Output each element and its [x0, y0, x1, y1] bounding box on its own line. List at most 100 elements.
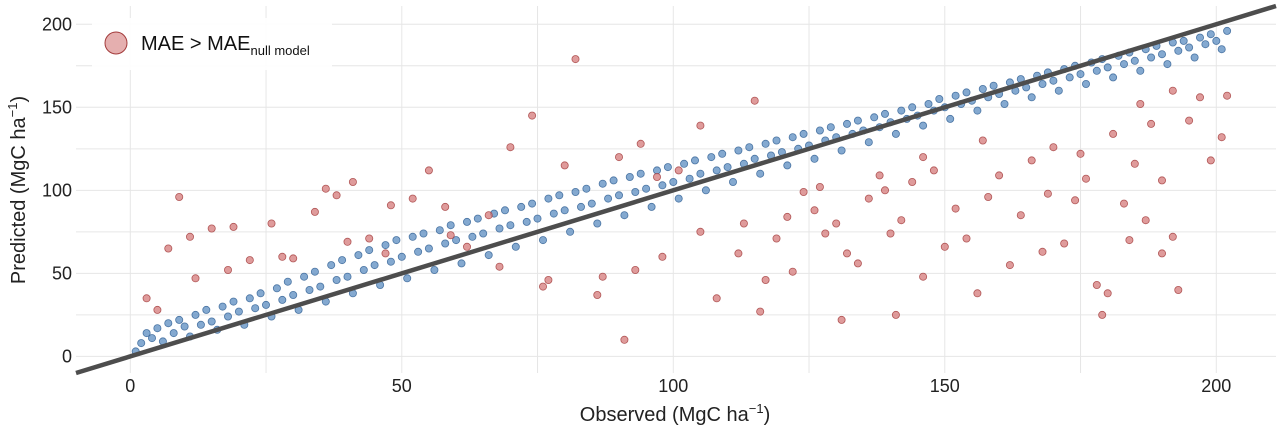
data-point-within — [397, 252, 406, 261]
data-point-within — [381, 241, 390, 250]
data-point-within — [1174, 46, 1183, 55]
data-point-exceeds — [951, 204, 960, 213]
data-point-within — [1049, 76, 1058, 85]
data-point-exceeds — [1223, 91, 1232, 100]
y-tick-label: 200 — [42, 14, 72, 34]
data-point-exceeds — [756, 307, 765, 316]
data-point-exceeds — [1206, 156, 1215, 165]
data-point-exceeds — [1060, 239, 1069, 248]
data-point-within — [327, 261, 336, 270]
data-point-within — [414, 247, 423, 256]
data-point-within — [799, 129, 808, 138]
data-point-within — [1130, 56, 1139, 65]
x-axis-title: Observed (MgC ha−1) — [580, 401, 770, 426]
data-point-within — [175, 315, 184, 324]
x-tick-label: 150 — [930, 376, 960, 396]
data-point-within — [229, 297, 238, 306]
data-point-within — [283, 277, 292, 286]
data-point-within — [1163, 60, 1172, 69]
data-point-within — [370, 261, 379, 270]
data-point-exceeds — [365, 234, 374, 243]
data-point-within — [180, 322, 189, 331]
data-point-exceeds — [278, 252, 287, 261]
data-point-exceeds — [712, 294, 721, 303]
data-point-within — [826, 123, 835, 132]
data-point-within — [1217, 45, 1226, 54]
data-point-within — [272, 284, 281, 293]
data-point-exceeds — [175, 192, 184, 201]
data-point-exceeds — [1185, 116, 1194, 125]
data-point-within — [1158, 50, 1167, 59]
data-point-within — [479, 229, 488, 238]
data-point-within — [891, 129, 900, 138]
data-point-within — [620, 211, 629, 220]
data-point-exceeds — [631, 265, 640, 274]
identity-line — [75, 3, 1277, 376]
data-point-exceeds — [995, 171, 1004, 180]
data-point-within — [511, 242, 520, 251]
data-point-exceeds — [984, 192, 993, 201]
data-point-within — [663, 163, 672, 172]
data-point-within — [517, 202, 526, 211]
data-point-within — [783, 161, 792, 170]
data-point-exceeds — [696, 227, 705, 236]
data-point-exceeds — [886, 229, 895, 238]
data-point-within — [712, 166, 721, 175]
data-point-within — [674, 194, 683, 203]
data-point-within — [658, 181, 667, 190]
data-point-within — [1212, 36, 1221, 45]
data-point-within — [604, 194, 613, 203]
data-point-within — [338, 256, 347, 265]
data-point-within — [544, 194, 553, 203]
data-point-exceeds — [1082, 174, 1091, 183]
data-point-within — [300, 272, 309, 281]
data-point-exceeds — [929, 166, 938, 175]
data-point-exceeds — [310, 207, 319, 216]
data-point-within — [870, 113, 879, 122]
data-point-exceeds — [343, 237, 352, 246]
y-tick-label: 100 — [42, 180, 72, 200]
data-point-within — [810, 154, 819, 163]
data-point-within — [951, 91, 960, 100]
data-point-within — [533, 214, 542, 223]
data-point-exceeds — [799, 187, 808, 196]
data-point-within — [924, 100, 933, 109]
data-point-exceeds — [739, 219, 748, 228]
data-point-within — [1201, 40, 1210, 49]
data-point-exceeds — [783, 212, 792, 221]
data-point-exceeds — [424, 166, 433, 175]
data-point-exceeds — [881, 186, 890, 195]
data-point-within — [707, 153, 716, 162]
data-point-within — [430, 265, 439, 274]
data-point-within — [441, 239, 450, 248]
data-point-within — [691, 156, 700, 165]
data-point-exceeds — [815, 182, 824, 191]
data-point-within — [1206, 30, 1215, 39]
data-point-within — [408, 232, 417, 241]
data-point-exceeds — [223, 265, 232, 274]
data-point-within — [1076, 70, 1085, 79]
data-point-within — [1185, 43, 1194, 52]
data-point-within — [142, 329, 151, 338]
data-point-exceeds — [1120, 199, 1129, 208]
data-point-within — [897, 106, 906, 115]
data-point-exceeds — [386, 201, 395, 210]
data-point-exceeds — [919, 153, 928, 162]
data-point-within — [202, 305, 211, 314]
data-point-within — [609, 176, 618, 185]
data-point-within — [218, 302, 227, 311]
data-point-within — [1109, 73, 1118, 82]
data-point-within — [191, 310, 200, 319]
data-point-within — [256, 289, 265, 298]
data-point-within — [484, 251, 493, 260]
data-point-exceeds — [164, 244, 173, 253]
data-point-within — [1179, 36, 1188, 45]
data-point-exceeds — [978, 136, 987, 145]
data-point-within — [1103, 63, 1112, 72]
data-point-within — [435, 226, 444, 235]
data-point-within — [424, 244, 433, 253]
data-point-within — [386, 257, 395, 266]
data-point-exceeds — [1103, 289, 1112, 298]
data-point-within — [555, 191, 564, 200]
data-point-exceeds — [348, 177, 357, 186]
